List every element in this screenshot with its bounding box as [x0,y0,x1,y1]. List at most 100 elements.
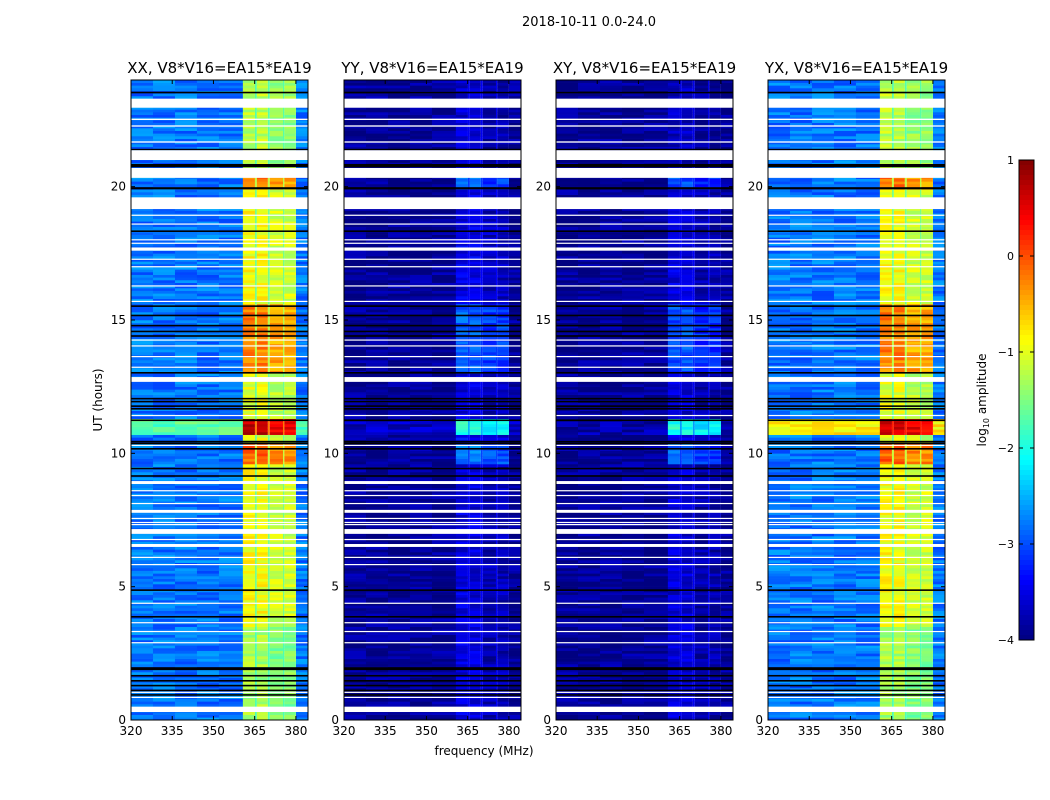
heatmap-band-cell [469,597,481,601]
heatmap-band-cell [482,504,496,507]
heatmap-cell [218,560,244,563]
heatmap-cell [218,181,244,185]
heatmap-cell [174,698,198,702]
y-axis-label: UT (hours) [91,368,105,431]
heatmap-band-cell [242,552,255,555]
flagged-row [131,444,308,446]
heatmap-cell [174,557,198,561]
heatmap-cell [196,632,220,635]
heatmap-gap-cell [495,493,498,497]
heatmap-cell [218,477,244,481]
heatmap-cell [387,586,411,590]
heatmap-band-cell [482,493,496,497]
heatmap-band-cell [284,282,296,286]
heatmap-cell [152,138,176,142]
heatmap-gap-cell [467,450,470,454]
heatmap-band-cell [497,461,509,465]
heatmap-cell [174,520,198,523]
x-axis-label: frequency (MHz) [434,744,533,758]
heatmap-cell [431,536,457,539]
flagged-row [131,242,308,244]
heatmap-cell [409,717,433,721]
heatmap-band-cell [269,109,283,113]
heatmap-cell [131,85,154,89]
heatmap-band-cell [284,568,296,571]
heatmap-band-cell [469,413,481,417]
heatmap-cell [295,130,308,134]
heatmap-gap-cell [282,570,285,574]
heatmap-cell [387,717,411,721]
heatmap-gap-cell [282,120,285,123]
heatmap-cell [152,682,176,686]
heatmap-cell [295,341,308,345]
blank-row [131,400,308,403]
heatmap-cell [131,533,154,537]
heatmap-band-cell [269,234,283,238]
heatmap-gap-cell [267,181,270,185]
heatmap-band-cell [256,272,268,275]
heatmap-band-cell [242,482,255,486]
heatmap-cell [131,272,154,275]
heatmap-band-cell [469,469,481,473]
heatmap-band-cell [242,264,255,267]
heatmap-band-cell [242,122,255,126]
heatmap-band-cell [482,573,496,577]
heatmap-gap-cell [282,413,285,417]
heatmap-band-cell [284,584,296,587]
heatmap-band-cell [269,658,283,662]
heatmap-cell [196,554,220,558]
flagged-row [131,529,308,534]
heatmap-band-cell [284,677,296,681]
heatmap-gap-cell [282,285,285,289]
heatmap-cell [431,602,457,606]
heatmap-cell [196,445,220,449]
heatmap-cell [344,661,367,665]
heatmap-band-cell [256,485,268,489]
heatmap-cell [196,296,220,299]
heatmap-cell [218,493,244,497]
heatmap-cell [196,218,220,222]
heatmap-band-cell [242,472,255,475]
heatmap-band-cell [482,469,496,473]
flagged-row [131,356,308,358]
heatmap-cell [131,477,154,481]
heatmap-gap-cell [267,357,270,361]
heatmap-gap-cell [254,122,257,126]
heatmap-cell [409,381,433,385]
heatmap-band-cell [284,714,296,718]
heatmap-band-cell [242,618,255,622]
heatmap-cell [295,421,308,425]
heatmap-cell [196,618,220,622]
heatmap-cell [196,602,220,606]
heatmap-band-cell [256,320,268,323]
heatmap-cell [218,96,244,99]
heatmap-cell [344,637,367,641]
heatmap-gap-cell [480,514,483,518]
heatmap-cell [152,648,176,651]
heatmap-gap-cell [467,648,470,651]
heatmap-cell [431,648,457,651]
heatmap-cell [131,682,154,686]
heatmap-gap-cell [480,557,483,561]
flagged-row [131,494,308,497]
heatmap-gap-cell [480,578,483,582]
heatmap-cell [295,424,308,427]
heatmap-gap-cell [480,482,483,486]
heatmap-cell [295,581,308,585]
heatmap-gap-cell [254,610,257,614]
heatmap-cell [508,645,521,649]
heatmap-cell [431,581,457,585]
heatmap-cell [295,234,308,238]
heatmap-cell [152,85,176,89]
heatmap-band-cell [242,210,255,214]
heatmap-cell [152,320,176,323]
heatmap-cell [218,608,244,611]
heatmap-cell [131,640,154,643]
heatmap-band-cell [256,624,268,627]
heatmap-gap-cell [267,352,270,355]
heatmap-band-cell [269,637,283,641]
heatmap-cell [152,93,176,97]
heatmap-band-cell [242,226,255,230]
heatmap-gap-cell [254,672,257,675]
